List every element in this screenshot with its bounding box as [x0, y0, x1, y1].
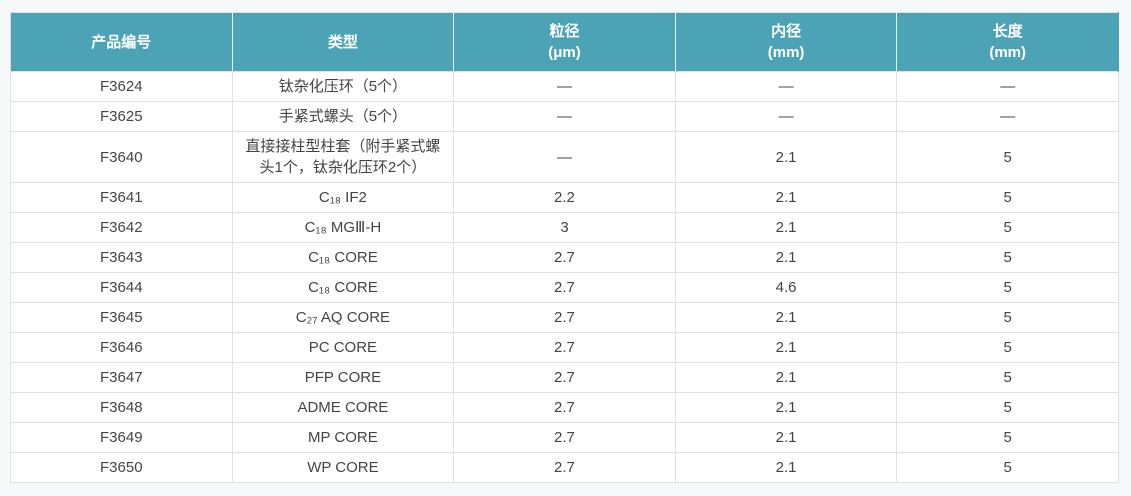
header-row: 产品编号 类型 粒径 (μm) 内径 (mm) 长度 (mm) — [10, 12, 1119, 72]
cell-particle-size: — — [453, 131, 676, 183]
cell-type: C₁₈ IF2 — [231, 182, 455, 213]
column-unit: (μm) — [548, 44, 581, 61]
cell-particle-size: 2.7 — [453, 272, 676, 303]
cell-type: 直接接柱型柱套（附手紧式螺头1个，钛杂化压环2个） — [231, 131, 455, 183]
cell-length: 5 — [896, 272, 1119, 303]
cell-inner-diameter: 2.1 — [674, 302, 898, 333]
cell-product-no: F3644 — [10, 272, 233, 303]
cell-inner-diameter: 2.1 — [674, 392, 898, 423]
cell-inner-diameter: 2.1 — [674, 422, 898, 453]
cell-particle-size: 2.7 — [453, 242, 676, 273]
cell-type: WP CORE — [231, 452, 455, 483]
column-header-particle-size: 粒径 (μm) — [453, 12, 676, 72]
cell-product-no: F3648 — [10, 392, 233, 423]
cell-length: 5 — [896, 422, 1119, 453]
cell-inner-diameter: 2.1 — [674, 332, 898, 363]
product-spec-table: 产品编号 类型 粒径 (μm) 内径 (mm) 长度 (mm) F3624 钛杂化压环（5个） —… — [10, 12, 1119, 483]
cell-product-no: F3642 — [10, 212, 233, 243]
table-row: F3624 钛杂化压环（5个） — — — — [10, 71, 1119, 102]
cell-particle-size: 2.2 — [453, 182, 676, 213]
cell-particle-size: 2.7 — [453, 362, 676, 393]
table-row: F3642 C₁₈ MGⅢ-H 3 2.1 5 — [10, 212, 1119, 243]
cell-product-no: F3649 — [10, 422, 233, 453]
cell-length: 5 — [896, 182, 1119, 213]
table-row: F3647 PFP CORE 2.7 2.1 5 — [10, 362, 1119, 393]
cell-length: 5 — [896, 242, 1119, 273]
cell-type: PFP CORE — [231, 362, 455, 393]
cell-inner-diameter: 4.6 — [674, 272, 898, 303]
cell-product-no: F3640 — [10, 131, 233, 183]
cell-inner-diameter: 2.1 — [674, 362, 898, 393]
cell-particle-size: 2.7 — [453, 302, 676, 333]
cell-product-no: F3624 — [10, 71, 233, 102]
table-row: F3650 WP CORE 2.7 2.1 5 — [10, 452, 1119, 483]
table-row: F3625 手紧式螺头（5个） — — — — [10, 101, 1119, 132]
cell-type: 手紧式螺头（5个） — [231, 101, 455, 132]
cell-particle-size: 2.7 — [453, 332, 676, 363]
cell-particle-size: 2.7 — [453, 392, 676, 423]
cell-particle-size: 2.7 — [453, 422, 676, 453]
cell-length: 5 — [896, 392, 1119, 423]
cell-product-no: F3650 — [10, 452, 233, 483]
cell-product-no: F3641 — [10, 182, 233, 213]
cell-type: 钛杂化压环（5个） — [231, 71, 455, 102]
cell-inner-diameter: — — [674, 101, 898, 132]
column-header-product-no: 产品编号 — [10, 12, 233, 72]
column-label: 产品编号 — [91, 33, 152, 51]
cell-inner-diameter: 2.1 — [674, 452, 898, 483]
cell-type: PC CORE — [231, 332, 455, 363]
cell-particle-size: — — [453, 71, 676, 102]
column-label: 粒径 — [549, 23, 580, 40]
cell-inner-diameter: 2.1 — [674, 212, 898, 243]
column-label: 类型 — [327, 33, 358, 51]
table-row: F3649 MP CORE 2.7 2.1 5 — [10, 422, 1119, 453]
table-row: F3646 PC CORE 2.7 2.1 5 — [10, 332, 1119, 363]
table-row: F3643 C₁₈ CORE 2.7 2.1 5 — [10, 242, 1119, 273]
table-row: F3641 C₁₈ IF2 2.2 2.1 5 — [10, 182, 1119, 213]
column-unit: (mm) — [989, 44, 1027, 61]
cell-particle-size: 2.7 — [453, 452, 676, 483]
cell-length: 5 — [896, 131, 1119, 183]
cell-type: C₁₈ CORE — [231, 272, 455, 303]
cell-inner-diameter: 2.1 — [674, 131, 898, 183]
column-label: 长度 — [992, 23, 1023, 40]
table-row: F3644 C₁₈ CORE 2.7 4.6 5 — [10, 272, 1119, 303]
cell-product-no: F3645 — [10, 302, 233, 333]
cell-length: — — [896, 101, 1119, 132]
table-header: 产品编号 类型 粒径 (μm) 内径 (mm) 长度 (mm) — [10, 12, 1119, 72]
cell-length: 5 — [896, 302, 1119, 333]
cell-particle-size: 3 — [453, 212, 676, 243]
cell-type: C₁₈ CORE — [231, 242, 455, 273]
column-label: 内径 — [771, 23, 802, 40]
cell-length: 5 — [896, 332, 1119, 363]
cell-inner-diameter: — — [674, 71, 898, 102]
cell-type: C₂₇ AQ CORE — [231, 302, 455, 333]
cell-product-no: F3646 — [10, 332, 233, 363]
cell-product-no: F3643 — [10, 242, 233, 273]
table-row: F3640 直接接柱型柱套（附手紧式螺头1个，钛杂化压环2个） —2.1 5 — [10, 131, 1119, 183]
cell-length: — — [896, 71, 1119, 102]
cell-inner-diameter: 2.1 — [674, 182, 898, 213]
table-row: F3648 ADME CORE 2.7 2.1 5 — [10, 392, 1119, 423]
cell-type: ADME CORE — [231, 392, 455, 423]
column-unit: (mm) — [767, 44, 805, 61]
cell-product-no: F3647 — [10, 362, 233, 393]
cell-inner-diameter: 2.1 — [674, 242, 898, 273]
cell-product-no: F3625 — [10, 101, 233, 132]
table-row: F3645 C₂₇ AQ CORE 2.7 2.1 5 — [10, 302, 1119, 333]
table-body: F3624 钛杂化压环（5个） — — — F3625 手紧式螺头（5个） — — — F3640 直… — [10, 71, 1119, 483]
cell-length: 5 — [896, 212, 1119, 243]
cell-length: 5 — [896, 362, 1119, 393]
cell-type: C₁₈ MGⅢ-H — [231, 212, 455, 243]
cell-type: MP CORE — [231, 422, 455, 453]
column-header-type: 类型 — [232, 12, 455, 72]
cell-particle-size: — — [453, 101, 676, 132]
column-header-length: 长度 (mm) — [896, 12, 1119, 72]
column-header-inner-diameter: 内径 (mm) — [675, 12, 898, 72]
cell-length: 5 — [896, 452, 1119, 483]
